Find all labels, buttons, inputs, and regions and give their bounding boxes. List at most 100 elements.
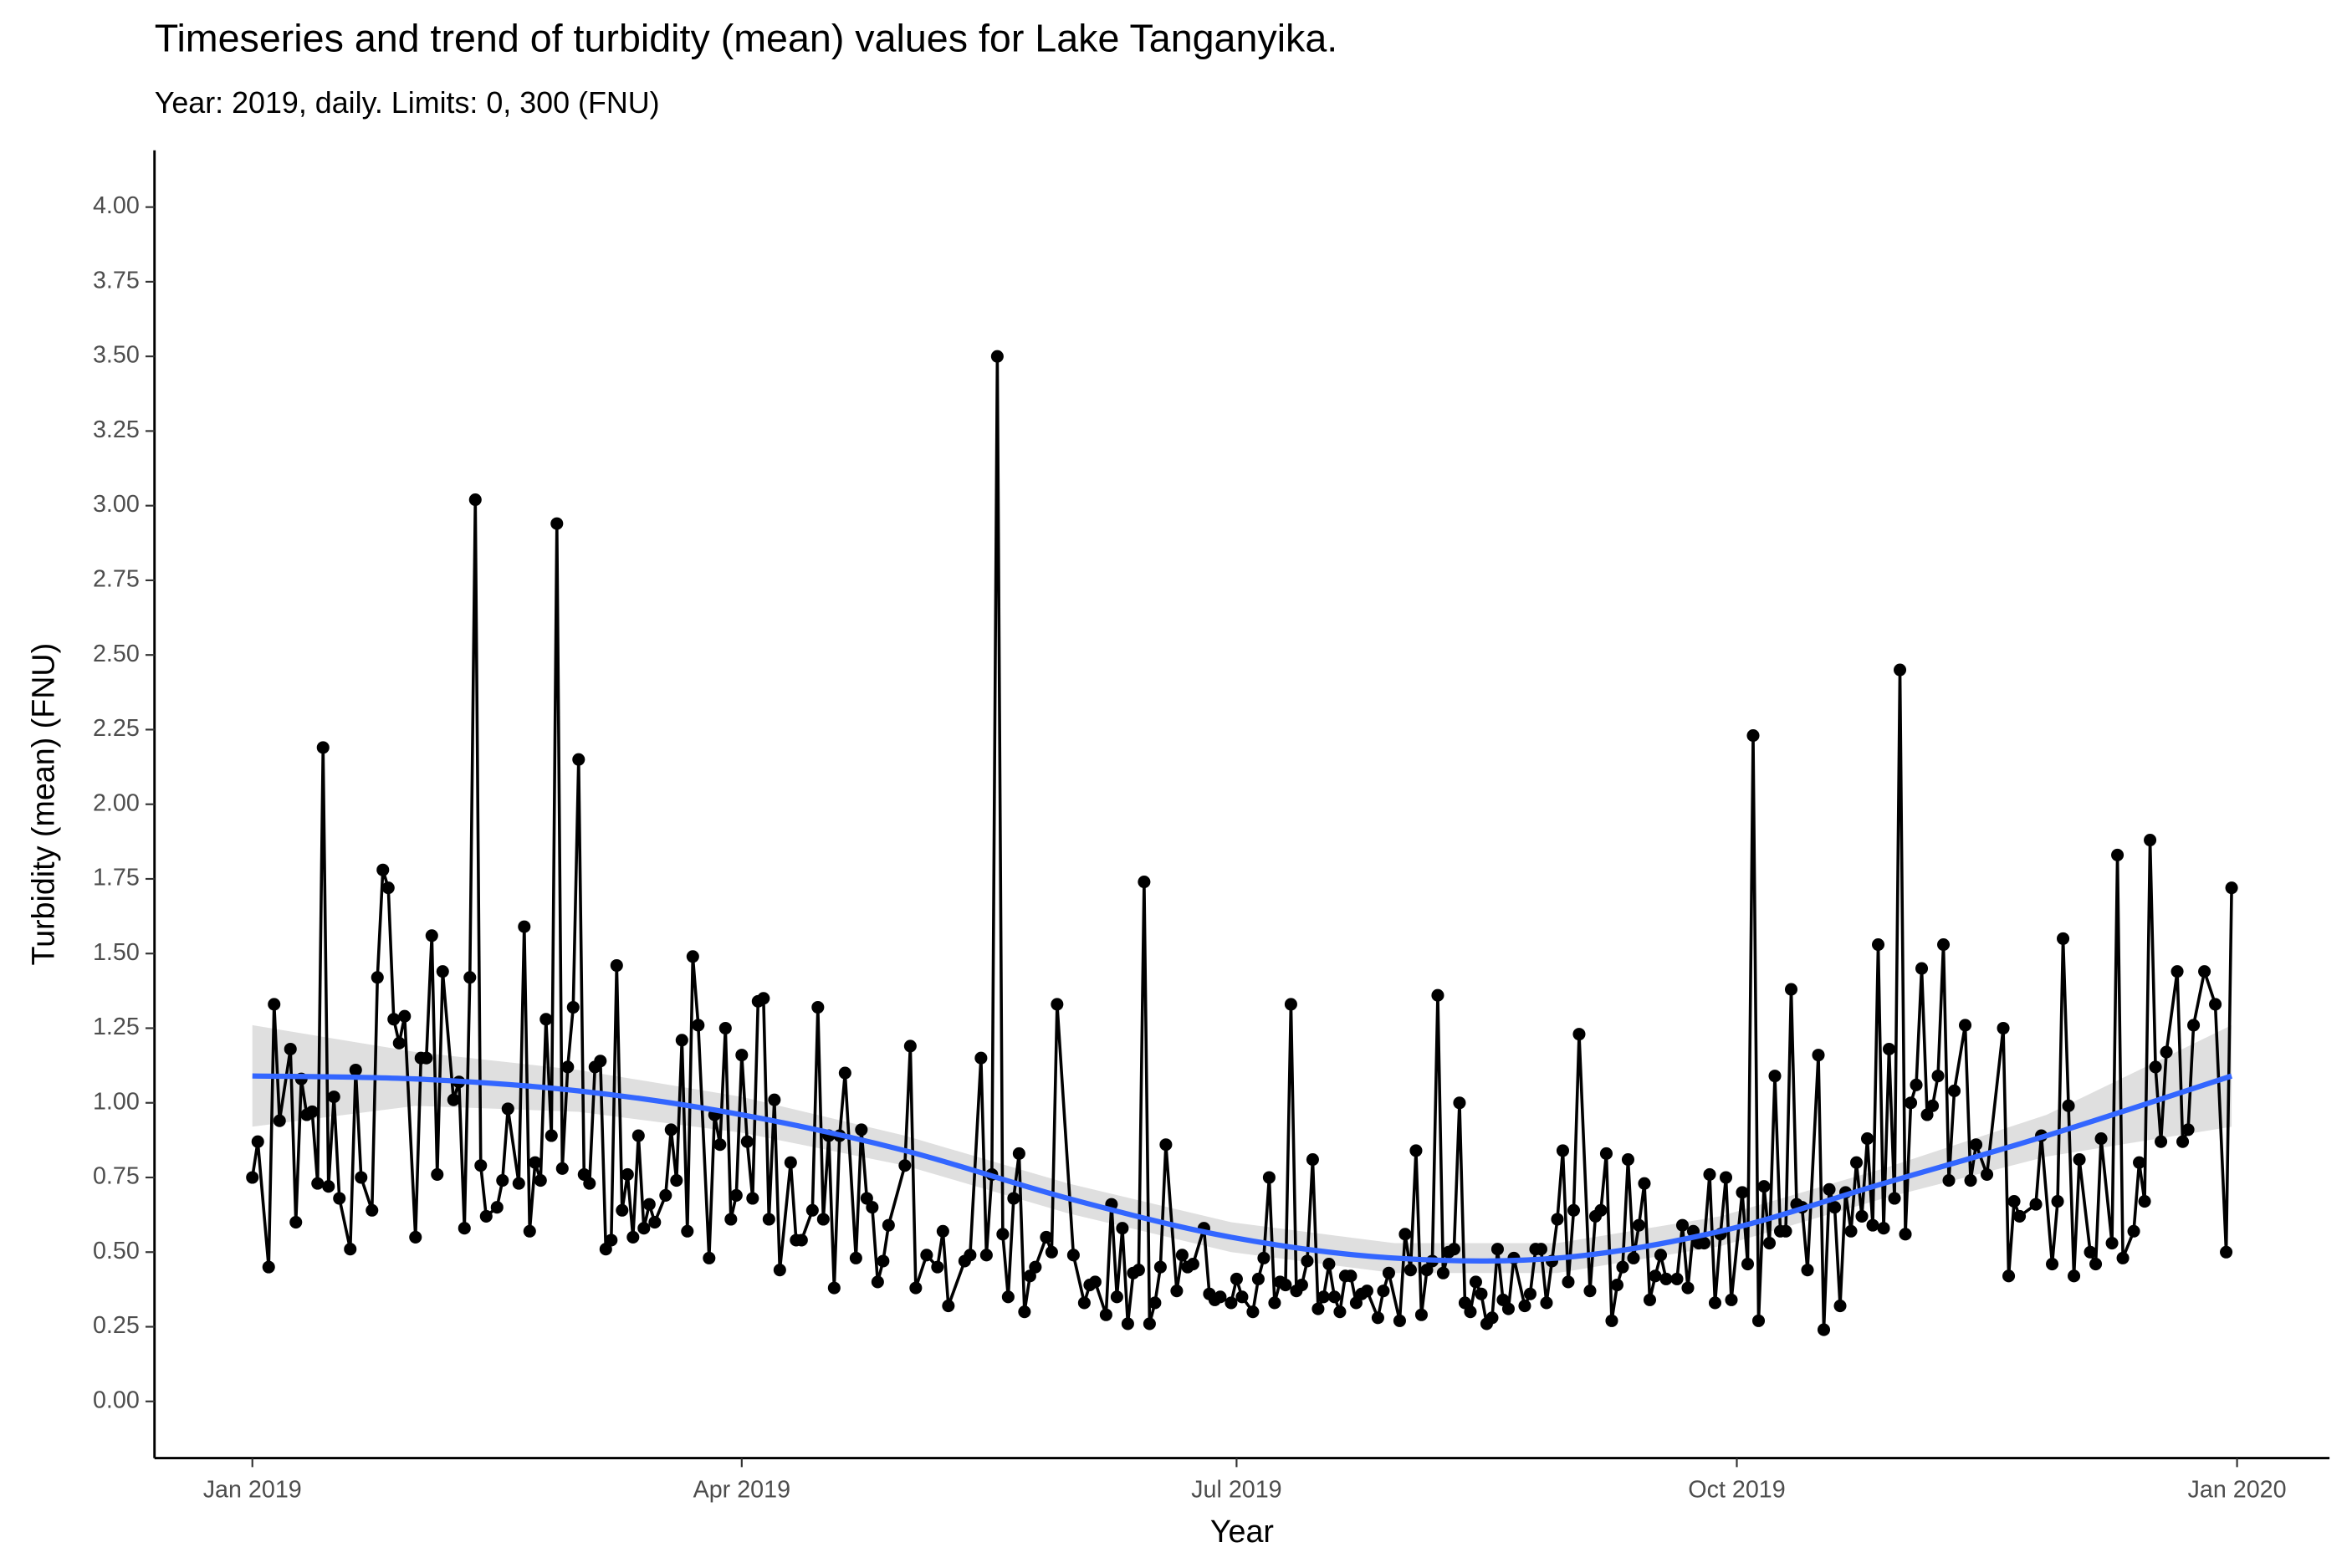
data-point xyxy=(381,881,395,895)
data-point xyxy=(2057,932,2070,945)
data-point xyxy=(518,920,531,933)
data-point xyxy=(1170,1285,1184,1298)
data-point xyxy=(289,1216,303,1229)
data-point xyxy=(1344,1269,1358,1283)
data-point xyxy=(1311,1302,1325,1315)
data-point xyxy=(1333,1305,1347,1319)
data-point xyxy=(692,1019,705,1032)
data-point xyxy=(387,1013,401,1026)
data-point xyxy=(1251,1272,1265,1285)
data-point xyxy=(816,1213,830,1226)
data-point xyxy=(555,1162,569,1175)
data-point xyxy=(376,863,390,876)
data-point xyxy=(1007,1192,1020,1205)
data-point xyxy=(2127,1224,2140,1238)
data-point xyxy=(718,1021,732,1035)
data-point xyxy=(838,1066,851,1080)
data-point xyxy=(1817,1323,1831,1336)
data-point xyxy=(855,1123,868,1136)
data-point xyxy=(1779,1224,1792,1238)
data-point xyxy=(637,1222,651,1235)
data-point xyxy=(420,1051,433,1065)
data-point xyxy=(1148,1296,1162,1310)
data-point xyxy=(849,1251,862,1264)
data-point xyxy=(2111,848,2124,861)
data-point xyxy=(1866,1218,1879,1232)
data-point xyxy=(1871,937,1885,952)
data-point xyxy=(1116,1222,1129,1235)
data-point xyxy=(2116,1251,2130,1264)
data-point xyxy=(1610,1279,1624,1292)
data-point xyxy=(1997,1021,2010,1035)
data-point xyxy=(1948,1084,1961,1097)
data-point xyxy=(1431,988,1444,1002)
data-point xyxy=(2029,1198,2043,1211)
data-point xyxy=(392,1036,406,1050)
data-point xyxy=(468,493,482,507)
x-tick-label: Jan 2020 xyxy=(2188,1477,2287,1504)
data-point xyxy=(920,1249,933,1262)
data-point xyxy=(1583,1285,1597,1298)
y-tick-label: 2.00 xyxy=(93,789,140,816)
y-tick-label: 1.50 xyxy=(93,939,140,966)
data-point xyxy=(327,1090,340,1104)
data-point xyxy=(877,1254,890,1268)
data-point xyxy=(594,1055,607,1068)
y-tick-label: 1.25 xyxy=(93,1014,140,1040)
data-point xyxy=(1556,1144,1569,1157)
data-point xyxy=(1159,1138,1173,1152)
data-point xyxy=(2105,1237,2119,1250)
data-point xyxy=(1632,1218,1646,1232)
data-point xyxy=(2155,1135,2168,1148)
data-point xyxy=(1153,1260,1167,1274)
data-point xyxy=(355,1171,368,1184)
data-point xyxy=(1301,1254,1314,1268)
data-point xyxy=(2209,998,2222,1011)
data-point xyxy=(539,1013,553,1026)
data-point xyxy=(496,1174,509,1187)
data-point xyxy=(2170,965,2184,978)
data-point xyxy=(1279,1279,1292,1292)
data-point xyxy=(1475,1287,1488,1300)
data-point xyxy=(2046,1258,2059,1271)
y-tick-label: 0.75 xyxy=(93,1163,140,1190)
y-tick-label: 1.75 xyxy=(93,865,140,891)
data-point xyxy=(1725,1293,1738,1306)
data-point xyxy=(1066,1249,1080,1262)
x-tick-label: Oct 2019 xyxy=(1688,1477,1785,1504)
y-tick-label: 1.00 xyxy=(93,1088,140,1115)
chart-subtitle: Year: 2019, daily. Limits: 0, 300 (FNU) xyxy=(155,86,660,120)
data-point xyxy=(1768,1070,1782,1083)
data-point xyxy=(1534,1243,1547,1256)
data-point xyxy=(1490,1243,1504,1256)
data-point xyxy=(1246,1305,1260,1319)
data-point xyxy=(1703,1167,1716,1181)
data-point xyxy=(1398,1228,1412,1241)
data-point xyxy=(1045,1245,1058,1259)
data-point xyxy=(1893,663,1907,677)
data-point xyxy=(1562,1275,1575,1289)
data-point xyxy=(1681,1281,1695,1295)
data-point xyxy=(2068,1269,2081,1283)
data-point xyxy=(746,1192,759,1205)
data-point xyxy=(1186,1258,1199,1271)
y-tick-label: 3.50 xyxy=(93,342,140,369)
data-point xyxy=(1523,1287,1536,1300)
data-point xyxy=(1643,1293,1657,1306)
data-point xyxy=(1138,876,1151,889)
data-point xyxy=(2181,1123,2195,1136)
data-point xyxy=(2073,1153,2086,1167)
data-point xyxy=(1327,1290,1341,1304)
data-point xyxy=(349,1063,362,1077)
data-point xyxy=(1616,1260,1629,1274)
data-point xyxy=(1757,1180,1771,1193)
data-point xyxy=(284,1042,297,1056)
data-point xyxy=(1143,1317,1156,1331)
data-point xyxy=(566,1000,580,1014)
data-point xyxy=(1649,1269,1662,1283)
data-point xyxy=(1469,1275,1482,1289)
data-point xyxy=(2133,1156,2146,1169)
data-point xyxy=(1638,1177,1651,1190)
chart-title: Timeseries and trend of turbidity (mean)… xyxy=(155,16,1338,59)
data-point xyxy=(366,1203,379,1217)
